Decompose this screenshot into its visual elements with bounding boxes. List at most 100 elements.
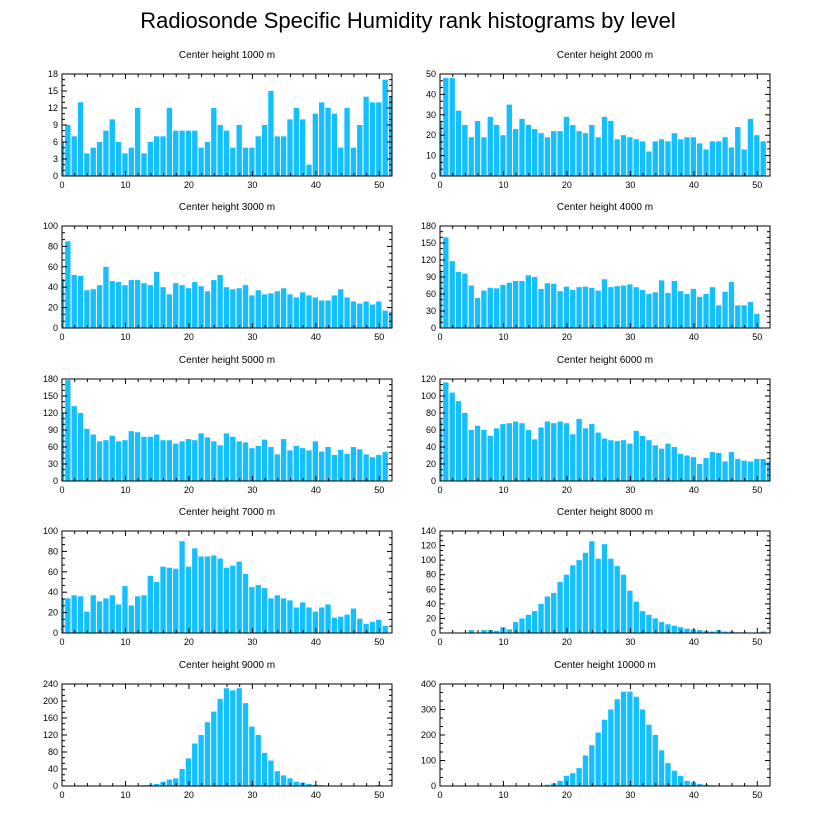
histogram-bar <box>443 78 449 176</box>
histogram-bar <box>154 271 160 328</box>
histogram-bar <box>620 574 627 633</box>
histogram-bar <box>677 139 684 176</box>
histogram-bar <box>338 289 344 328</box>
x-tick-label: 40 <box>311 180 321 190</box>
histogram-bar <box>154 434 160 481</box>
histogram-bar <box>582 428 589 481</box>
histogram-bar <box>204 291 211 328</box>
histogram-bar <box>512 421 519 481</box>
histogram-bar <box>192 282 198 328</box>
x-tick-label: 10 <box>498 485 508 495</box>
histogram-bar <box>274 771 280 787</box>
histogram-bar <box>173 778 179 786</box>
x-tick-label: 50 <box>752 637 762 647</box>
histogram-bar <box>646 614 652 633</box>
x-tick-label: 20 <box>184 637 194 647</box>
x-tick-label: 50 <box>374 637 384 647</box>
histogram-bar <box>338 616 344 633</box>
histogram-bar <box>287 450 293 481</box>
histogram-bar <box>312 441 319 481</box>
y-tick-label: 90 <box>48 425 58 435</box>
histogram-bar <box>633 696 639 786</box>
y-tick-label: 180 <box>43 374 58 384</box>
histogram-bar <box>261 752 268 786</box>
histogram-bar <box>754 135 760 176</box>
histogram-bar <box>462 273 468 328</box>
histogram-bar <box>728 452 735 481</box>
histogram-bar <box>223 688 230 786</box>
histogram-bar <box>217 558 223 633</box>
x-tick-label: 20 <box>562 485 572 495</box>
histogram-bar <box>627 590 633 633</box>
histogram-bar <box>306 450 312 481</box>
histogram-bar <box>242 703 249 787</box>
histogram-bar <box>455 271 462 328</box>
histogram-bar <box>563 286 570 328</box>
y-tick-label: 0 <box>431 781 436 791</box>
histogram-bar <box>255 585 261 633</box>
histogram-bar <box>280 775 287 787</box>
histogram-bar <box>299 602 306 633</box>
histogram-bar <box>134 108 141 176</box>
histogram-bar <box>652 141 658 176</box>
histogram-bar <box>293 781 299 786</box>
histogram-bar <box>474 297 481 328</box>
y-tick-label: 160 <box>43 713 58 723</box>
panel-6: Center height 6000 m 0 10 20 30 40 50 0 20 40 60 80… <box>421 355 771 495</box>
histogram-bar <box>96 441 103 481</box>
histogram-bar <box>192 130 198 176</box>
x-tick-label: 0 <box>59 790 64 800</box>
histogram-bar <box>481 630 487 633</box>
y-tick-label: 0 <box>53 476 58 486</box>
histogram-bar <box>544 421 551 481</box>
histogram-bar <box>716 141 722 176</box>
histogram-bar <box>627 137 633 176</box>
histogram-bar <box>519 280 525 328</box>
histogram-bar <box>128 605 134 633</box>
histogram-bar <box>722 631 728 633</box>
panel-3: Center height 3000 m 0 10 20 30 40 50 0 20 40 60 80… <box>43 202 393 342</box>
histogram-bar <box>646 440 652 481</box>
histogram-bar <box>601 719 608 786</box>
panel-8: Center height 8000 m 0 10 20 30 40 50 0 20 40 60 80… <box>421 507 771 647</box>
histogram-bar <box>325 447 331 481</box>
histogram-bar <box>363 96 369 176</box>
histogram-bar <box>147 142 154 176</box>
histogram-bar <box>230 565 236 633</box>
histogram-bar <box>242 147 249 176</box>
x-tick-label: 10 <box>120 790 130 800</box>
x-tick-label: 40 <box>689 637 699 647</box>
histogram-bar <box>185 566 192 633</box>
histogram-bar <box>77 102 84 176</box>
panel-2: Center height 2000 m 0 10 20 30 40 50 0 10 20 30 40… <box>426 50 771 190</box>
histogram-bar <box>506 629 512 633</box>
x-tick-label: 20 <box>562 637 572 647</box>
histogram-bar <box>147 436 154 481</box>
histogram-bar <box>538 603 544 633</box>
histogram-bar <box>242 285 249 328</box>
histogram-bar <box>665 141 671 176</box>
x-tick-label: 0 <box>437 180 442 190</box>
x-tick-label: 30 <box>625 180 635 190</box>
histogram-bar <box>595 290 601 328</box>
histogram-bar <box>608 120 614 176</box>
histogram-bar <box>96 601 103 633</box>
panel-title: Center height 9000 m <box>179 660 275 671</box>
histogram-bar <box>671 770 677 786</box>
histogram-bar <box>595 432 601 481</box>
x-tick-label: 50 <box>752 485 762 495</box>
y-tick-label: 0 <box>53 781 58 791</box>
histogram-bar <box>338 449 344 481</box>
histogram-bar <box>306 164 312 176</box>
histogram-bar <box>703 458 709 481</box>
histogram-bar <box>690 137 697 176</box>
histogram-bar <box>230 690 236 787</box>
histogram-bar <box>532 129 538 176</box>
histogram-bar <box>563 116 570 176</box>
histogram-bar <box>601 544 608 633</box>
histogram-bar <box>331 295 338 328</box>
histogram-bar <box>589 125 595 176</box>
histogram-bar <box>627 691 633 786</box>
histogram-bar <box>338 147 344 176</box>
histogram-bar <box>331 113 338 176</box>
